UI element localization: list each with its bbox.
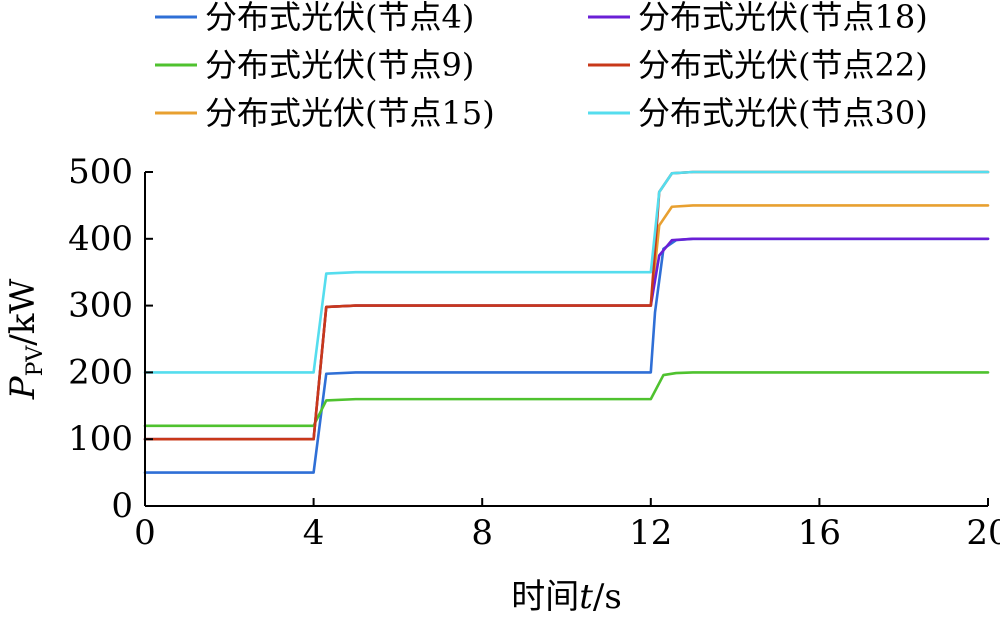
y-tick-label: 400 xyxy=(68,219,133,259)
x-tick-label: 4 xyxy=(303,513,325,553)
y-tick-label: 300 xyxy=(68,286,133,326)
y-tick-label: 200 xyxy=(68,352,133,392)
y-axis-label-unit: /kW xyxy=(3,279,43,346)
y-axis-label: PPV/kW xyxy=(3,279,48,401)
series-line-1 xyxy=(143,237,990,474)
legend: 分布式光伏(节点4) 分布式光伏(节点18) 分布式光伏(节点9) 分布式光伏(节点2… xyxy=(155,0,928,132)
legend-item-4: 分布式光伏(节点18) xyxy=(588,0,928,36)
y-axis-label-main: P xyxy=(3,375,43,400)
x-axis-label-unit: /s xyxy=(593,577,622,617)
series-line-4 xyxy=(143,237,990,441)
legend-item-2: 分布式光伏(节点9) xyxy=(155,46,474,84)
series-line-2 xyxy=(143,371,990,428)
y-tick-label: 100 xyxy=(68,419,133,459)
legend-label: 分布式光伏(节点15) xyxy=(205,94,495,132)
legend-label: 分布式光伏(节点9) xyxy=(205,46,474,84)
y-tick-label: 500 xyxy=(68,152,133,192)
legend-item-3: 分布式光伏(节点15) xyxy=(155,94,495,132)
legend-label: 分布式光伏(节点30) xyxy=(638,94,928,132)
x-tick-label: 0 xyxy=(134,513,156,553)
series-layer xyxy=(143,170,990,474)
y-tick-label: 0 xyxy=(111,486,133,526)
legend-item-5: 分布式光伏(节点22) xyxy=(588,46,928,84)
y-axis-label-sub: PV xyxy=(23,345,48,377)
series-line-6 xyxy=(143,170,990,374)
x-tick-label: 16 xyxy=(798,513,841,553)
x-tick-label: 12 xyxy=(629,513,672,553)
x-tick-label: 8 xyxy=(471,513,493,553)
y-ticks: 0 100 200 300 400 500 xyxy=(68,152,153,526)
legend-item-1: 分布式光伏(节点4) xyxy=(155,0,474,36)
series-line-3 xyxy=(143,204,990,441)
x-axis-label: 时间t/s xyxy=(511,577,622,617)
legend-label: 分布式光伏(节点4) xyxy=(205,0,474,36)
legend-item-6: 分布式光伏(节点30) xyxy=(588,94,928,132)
x-axis-label-var: t xyxy=(579,577,593,617)
x-tick-label: 20 xyxy=(966,513,1000,553)
legend-label: 分布式光伏(节点18) xyxy=(638,0,928,36)
x-ticks: 0 4 8 12 16 20 xyxy=(134,498,1000,553)
legend-label: 分布式光伏(节点22) xyxy=(638,46,928,84)
plot-area: 0 4 8 12 16 20 0 100 200 300 400 500 xyxy=(68,152,1000,553)
x-axis-label-main: 时间 xyxy=(511,577,579,617)
